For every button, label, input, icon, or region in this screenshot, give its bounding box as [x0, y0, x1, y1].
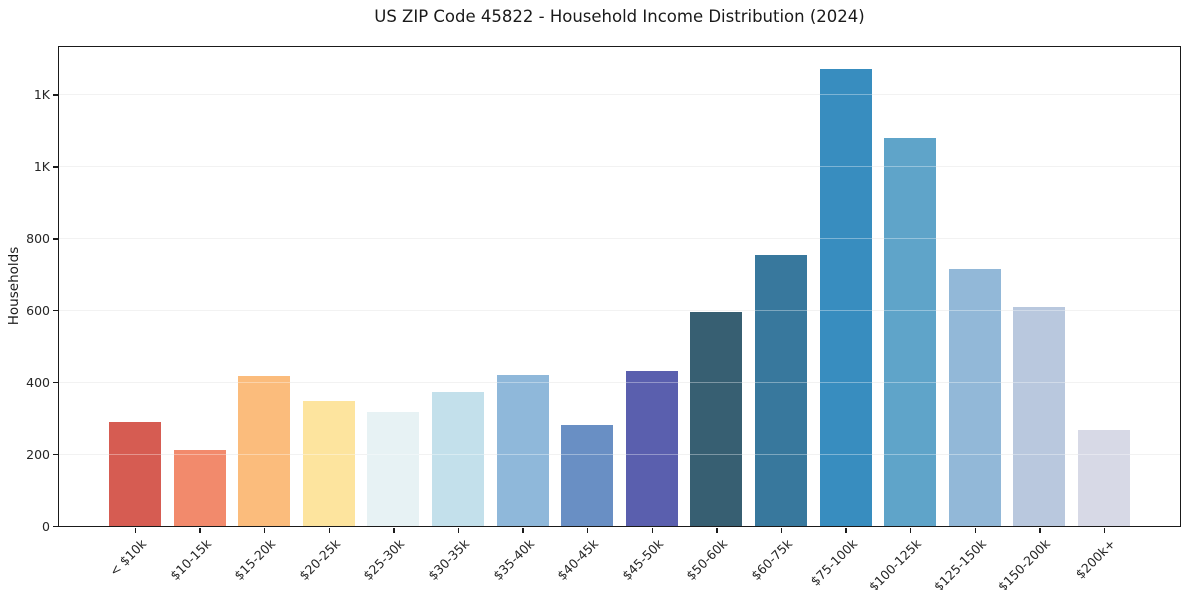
y-tick-label: 1K — [33, 87, 50, 103]
x-tick-label: $35-40k — [489, 536, 537, 584]
x-tick-label: $10-15k — [166, 536, 214, 584]
x-tick-mark — [1039, 528, 1041, 533]
y-tick-label: 200 — [26, 447, 50, 463]
x-tick-label: $20-25k — [295, 536, 343, 584]
x-tick-mark — [522, 528, 524, 533]
x-tick-label: $75-100k — [807, 536, 860, 589]
plot-area — [58, 46, 1181, 527]
x-tick-label: $25-30k — [360, 536, 408, 584]
x-tick-mark — [1103, 528, 1106, 533]
x-tick-label: $30-35k — [425, 536, 473, 584]
gridline-overlay — [59, 453, 1180, 455]
gridline-overlay — [59, 237, 1180, 239]
bar — [367, 412, 420, 526]
gridline — [59, 237, 1180, 239]
x-tick-mark — [134, 528, 137, 533]
x-tick-label: $125-150k — [930, 536, 989, 590]
bar — [302, 401, 355, 526]
x-tick-mark — [780, 528, 783, 533]
bar — [884, 137, 937, 526]
gridline — [59, 165, 1180, 167]
bar — [109, 422, 161, 526]
x-tick-label: $60-75k — [748, 536, 796, 584]
bar — [173, 450, 226, 526]
gridline-overlay — [59, 381, 1180, 383]
gridline — [59, 309, 1180, 311]
x-tick-label: $40-45k — [554, 536, 602, 584]
bar — [1078, 429, 1130, 526]
bar — [625, 371, 678, 526]
bar — [690, 311, 743, 526]
gridline — [59, 453, 1180, 455]
bar — [238, 376, 291, 526]
chart-title: US ZIP Code 45822 - Household Income Dis… — [374, 7, 865, 26]
bar — [755, 254, 807, 526]
gridline-overlay — [59, 309, 1180, 311]
gridline-overlay — [59, 165, 1180, 167]
x-tick-mark — [457, 528, 460, 533]
x-tick-mark — [328, 528, 330, 533]
x-tick-label: $200k+ — [1072, 536, 1119, 582]
x-tick-mark — [910, 528, 912, 533]
bar — [1013, 307, 1066, 526]
bar — [819, 68, 872, 526]
x-tick-label: $15-20k — [231, 536, 279, 584]
x-tick-label: $100-125k — [866, 536, 925, 590]
gridline — [59, 381, 1180, 383]
x-tick-mark — [974, 528, 976, 533]
x-tick-mark — [199, 528, 201, 533]
x-tick-mark — [587, 528, 589, 533]
x-tick-label: $150-200k — [995, 536, 1054, 590]
gridline-overlay — [59, 93, 1180, 95]
gridlines-layer — [59, 47, 1180, 526]
x-tick-mark — [651, 528, 653, 533]
bar — [561, 425, 614, 526]
y-tick-label: 1K — [33, 159, 50, 175]
x-tick-mark — [264, 528, 266, 533]
x-tick-mark — [716, 528, 718, 533]
y-axis-label: Households — [6, 246, 22, 326]
gridline — [59, 93, 1180, 95]
y-tick-label: 0 — [42, 519, 50, 534]
bar — [432, 391, 484, 526]
bar — [496, 374, 549, 526]
y-tick-label: 800 — [26, 231, 50, 247]
x-tick-mark — [845, 528, 847, 533]
y-tick-label: 400 — [26, 375, 50, 391]
x-tick-label: $50-60k — [683, 536, 731, 584]
x-tick-label: < $10k — [106, 536, 150, 579]
gridlines-overlay-layer — [59, 47, 1180, 526]
x-tick-mark — [393, 528, 395, 533]
x-tick-label: $45-50k — [618, 536, 666, 584]
bars-layer — [59, 47, 1180, 526]
bar — [948, 269, 1001, 526]
